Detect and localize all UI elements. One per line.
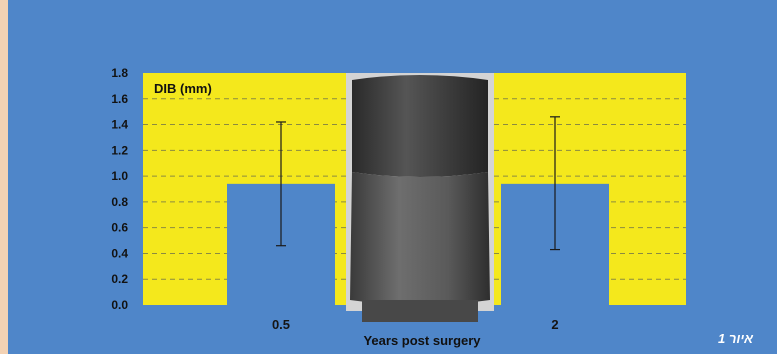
- y-tick-label: 1.8: [111, 66, 128, 80]
- y-tick-label: 1.6: [111, 92, 128, 106]
- y-axis-ticks: 0.0 0.2 0.4 0.6 0.8 1.0 1.2 1.4 1.6 1.8: [111, 66, 128, 312]
- x-axis-title: Years post surgery: [363, 333, 481, 348]
- y-tick-label: 0.4: [111, 246, 128, 260]
- implant-collar: [352, 75, 488, 177]
- y-tick-label: 1.2: [111, 143, 128, 157]
- y-tick-label: 0.6: [111, 221, 128, 235]
- implant-tip: [362, 300, 478, 322]
- implant-image: [346, 73, 494, 322]
- error-bars: [276, 116, 560, 251]
- y-tick-label: 0.2: [111, 272, 128, 286]
- y-tick-label: 1.4: [111, 118, 128, 132]
- x-category-label: 2: [551, 317, 558, 332]
- x-category-label: 0.5: [272, 317, 290, 332]
- x-axis-categories: 0.5 2: [272, 317, 559, 332]
- y-tick-label: 1.0: [111, 169, 128, 183]
- figure-caption: איור 1: [718, 331, 754, 346]
- implant-body: [350, 172, 490, 305]
- y-tick-label: 0.0: [111, 298, 128, 312]
- y-axis-title: DIB (mm): [154, 81, 212, 96]
- y-tick-label: 0.8: [111, 195, 128, 209]
